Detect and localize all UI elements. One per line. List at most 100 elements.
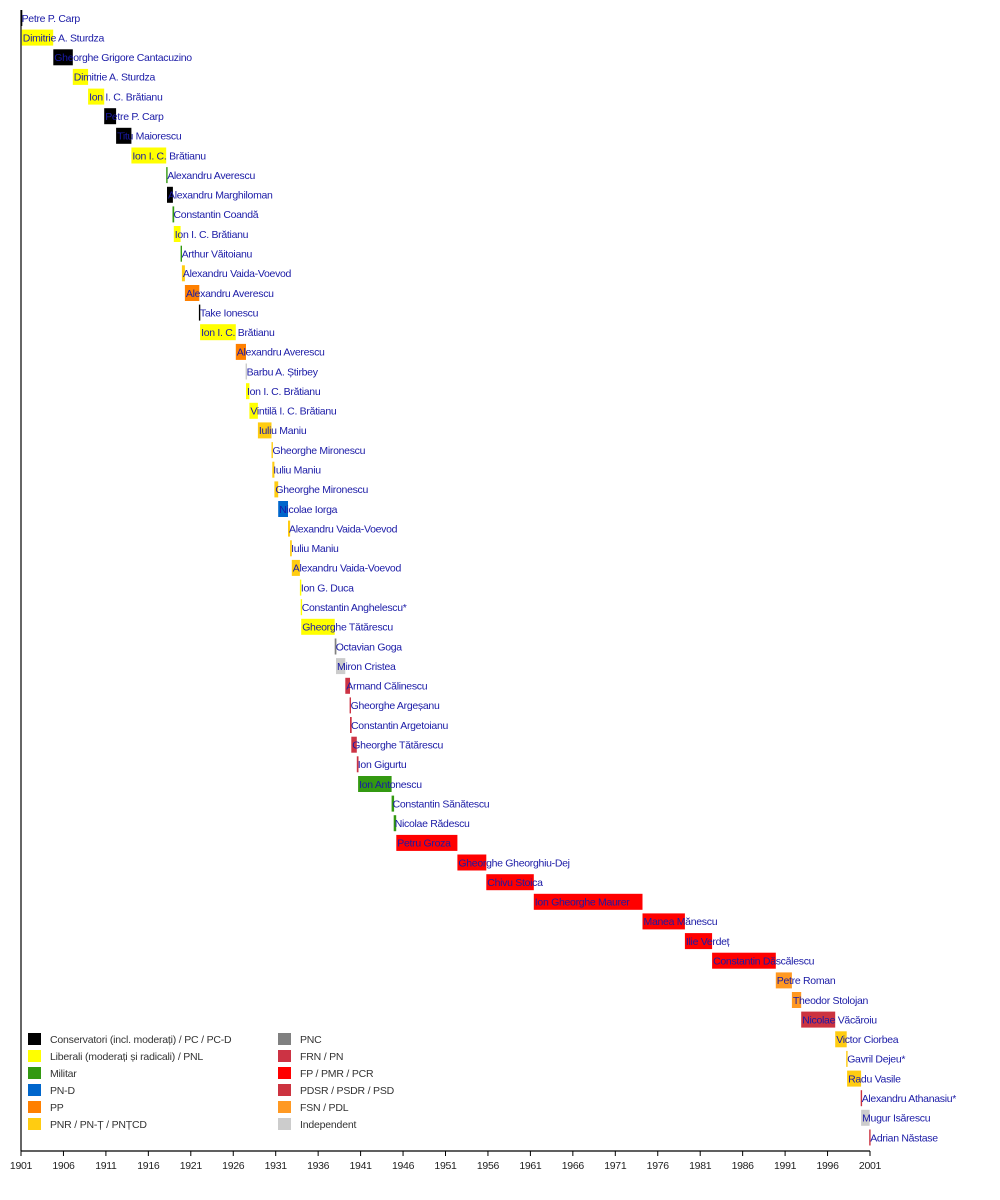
term-bar — [861, 1109, 870, 1126]
term-label: Take Ionescu — [200, 307, 259, 319]
term-bar — [345, 677, 350, 694]
term-bar — [271, 442, 273, 459]
term-bar — [172, 206, 175, 223]
term-label: Ion I. C. Brătianu — [247, 386, 321, 398]
term-label: Octavian Goga — [336, 641, 403, 653]
x-axis-ticks: 1901 1906 1911 1916 1921 1926 1931 1936 1941 1946… — [10, 1151, 882, 1172]
term-label: Alexandru Averescu — [167, 170, 255, 182]
term-bar — [775, 972, 792, 989]
term-label: Nicolae Văcăroiu — [802, 1014, 877, 1026]
term-bar — [257, 422, 272, 439]
term-label: Gheorghe Tătărescu — [302, 622, 393, 634]
legend-swatch — [28, 1118, 41, 1130]
term-bar — [334, 638, 337, 655]
term-label: Alexandru Averescu — [237, 347, 325, 359]
x-tick-label: 1916 — [137, 1160, 160, 1172]
term-bar — [336, 658, 346, 675]
x-tick-label: 1926 — [222, 1160, 245, 1172]
term-label: Victor Ciorbea — [836, 1034, 899, 1046]
term-bar — [173, 226, 181, 242]
term-bar — [181, 265, 185, 282]
term-label: Gheorghe Mironescu — [275, 484, 368, 496]
x-tick-label: 1921 — [180, 1160, 203, 1172]
term-bar — [712, 952, 776, 969]
term-bar — [116, 127, 132, 144]
term-bar — [245, 363, 247, 380]
term-label: Mugur Isărescu — [862, 1113, 931, 1125]
term-label: Constantin Coandă — [174, 209, 259, 221]
term-label: Gheorghe Gheorghiu-Dej — [458, 857, 569, 869]
legend-swatch — [28, 1101, 41, 1113]
term-label: Petre P. Carp — [105, 111, 164, 123]
x-tick-label: 1991 — [774, 1160, 797, 1172]
term-bar — [860, 1090, 863, 1107]
legend: Conservatori (incl. moderați) / PC / PC-… — [28, 1033, 395, 1131]
term-bar — [350, 717, 352, 733]
term-bar — [53, 49, 73, 66]
x-tick-label: 1961 — [519, 1160, 542, 1172]
term-label: Alexandru Averescu — [186, 288, 274, 300]
legend-label: PN-D — [50, 1085, 75, 1097]
term-bar — [180, 245, 182, 262]
term-label: Ion Antonescu — [359, 779, 422, 791]
term-label: Alexandru Marghiloman — [168, 190, 273, 202]
term-bar — [246, 383, 250, 400]
legend-label: FRN / PN — [300, 1051, 343, 1063]
term-bar — [301, 618, 335, 635]
legend-label: FSN / PDL — [300, 1102, 349, 1114]
x-tick-label: 1996 — [816, 1160, 839, 1172]
term-label: Petre P. Carp — [22, 13, 81, 25]
term-label: Radu Vasile — [848, 1073, 901, 1085]
legend-swatch — [28, 1050, 41, 1062]
x-tick-label: 1901 — [10, 1160, 33, 1172]
term-bar — [391, 795, 395, 812]
x-tick-label: 1941 — [350, 1160, 373, 1172]
term-label: Titu Maiorescu — [117, 131, 182, 143]
term-bar — [290, 540, 292, 557]
legend-label: PP — [50, 1102, 64, 1114]
term-label: Petru Groza — [397, 838, 451, 850]
legend-label: Liberali (moderați și radicali) / PNL — [50, 1051, 203, 1063]
x-tick-label: 1956 — [477, 1160, 500, 1172]
term-bar — [801, 1011, 836, 1028]
term-bar — [291, 559, 300, 576]
term-bar — [486, 874, 534, 891]
term-label: Constantin Dăscălescu — [713, 956, 815, 968]
legend-swatch — [278, 1101, 291, 1113]
term-bar — [288, 520, 291, 537]
legend-label: PNC — [300, 1034, 322, 1046]
term-bar — [642, 913, 685, 930]
term-label: Alexandru Vaida-Voevod — [289, 523, 398, 535]
term-label: Gheorghe Mironescu — [273, 445, 366, 457]
term-bar — [393, 815, 397, 832]
term-label: Theodor Stolojan — [793, 995, 869, 1007]
term-label: Ion Gigurtu — [358, 759, 407, 771]
term-bar — [184, 285, 200, 301]
x-tick-label: 1986 — [732, 1160, 755, 1172]
legend-swatch — [28, 1067, 41, 1079]
term-bar — [847, 1070, 862, 1087]
legend-swatch — [278, 1033, 291, 1045]
term-bar — [846, 1050, 848, 1067]
term-label: Gheorghe Argeșanu — [351, 700, 440, 712]
legend-label: Independent — [300, 1119, 356, 1131]
legend-label: PNR / PN-Ț / PNȚCD — [50, 1119, 147, 1131]
legend-swatch — [28, 1084, 41, 1096]
legend-swatch — [278, 1118, 291, 1130]
term-label: Barbu A. Știrbey — [247, 366, 319, 378]
term-label: Alexandru Vaida-Voevod — [293, 563, 402, 575]
legend-label: FP / PMR / PCR — [300, 1068, 374, 1080]
term-bar — [791, 992, 802, 1008]
term-label: Ion I. C. Brătianu — [89, 91, 163, 103]
term-label: Ion Gheorghe Maurer — [535, 897, 630, 909]
term-bar — [457, 854, 487, 871]
term-label: Ion G. Duca — [301, 582, 354, 594]
term-bar — [396, 834, 458, 851]
bars-layer — [20, 10, 871, 1146]
term-bar — [684, 933, 713, 950]
legend-label: Conservatori (incl. moderați) / PC / PC-… — [50, 1034, 232, 1046]
term-label: Constantin Argetoianu — [351, 720, 448, 732]
term-bar — [235, 343, 246, 360]
term-bar — [351, 736, 357, 753]
